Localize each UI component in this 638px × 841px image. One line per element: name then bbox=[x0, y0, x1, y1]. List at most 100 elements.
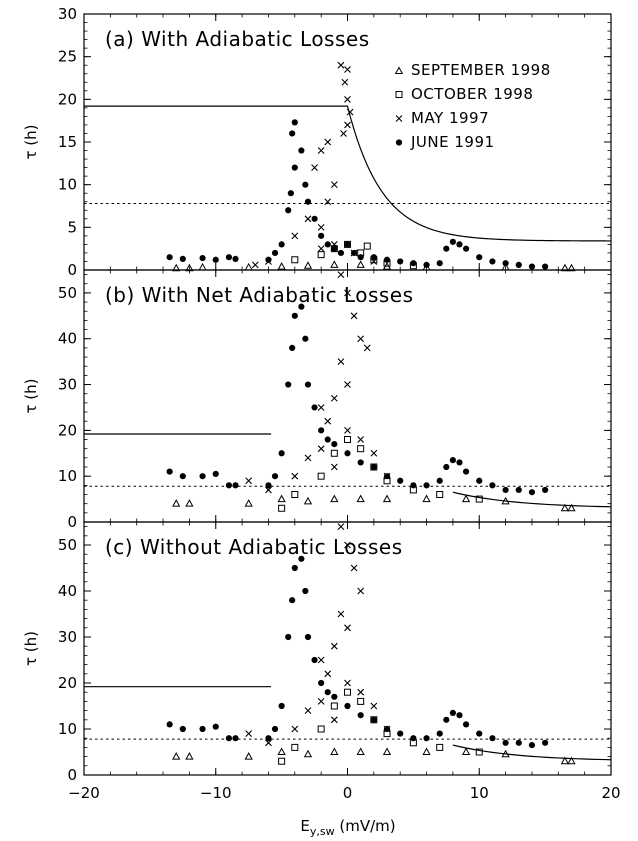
point-june-1991 bbox=[449, 457, 456, 464]
point-may-1997 bbox=[337, 610, 345, 618]
point-june-1991 bbox=[370, 716, 377, 723]
point-june-1991 bbox=[285, 633, 292, 641]
point-june-1991 bbox=[285, 381, 292, 388]
y-tick-label: 20 bbox=[58, 674, 77, 692]
point-september-1998 bbox=[382, 747, 392, 755]
point-may-1997 bbox=[304, 215, 312, 223]
legend-marker-dot bbox=[395, 139, 403, 146]
y-tick-label: 50 bbox=[58, 536, 77, 554]
point-may-1997 bbox=[317, 404, 325, 411]
y-tick-label: 30 bbox=[58, 376, 77, 394]
y-tick-label: 15 bbox=[58, 133, 77, 151]
point-june-1991 bbox=[318, 232, 325, 239]
point-june-1991 bbox=[397, 730, 404, 737]
point-october-1998 bbox=[363, 242, 371, 250]
point-june-1991 bbox=[318, 679, 325, 687]
point-may-1997 bbox=[344, 624, 351, 632]
point-june-1991 bbox=[304, 381, 312, 388]
point-june-1991 bbox=[370, 463, 377, 471]
point-may-1997 bbox=[337, 523, 345, 530]
y-tick-label: 30 bbox=[58, 628, 77, 646]
point-june-1991 bbox=[449, 238, 456, 245]
point-june-1991 bbox=[232, 255, 239, 263]
point-june-1991 bbox=[462, 245, 470, 252]
legend-marker-cross bbox=[395, 115, 403, 122]
point-june-1991 bbox=[462, 721, 470, 728]
point-september-1998 bbox=[461, 494, 471, 503]
point-may-1997 bbox=[330, 181, 338, 189]
point-june-1991 bbox=[179, 725, 186, 733]
point-june-1991 bbox=[344, 450, 351, 457]
point-june-1991 bbox=[423, 482, 430, 489]
point-may-1997 bbox=[265, 486, 272, 494]
panel-frame bbox=[83, 13, 612, 271]
point-october-1998 bbox=[330, 449, 338, 457]
point-june-1991 bbox=[298, 555, 305, 562]
point-may-1997 bbox=[370, 702, 378, 710]
point-may-1997 bbox=[330, 463, 338, 471]
x-axis-title-unit: (mV/m) bbox=[335, 817, 396, 835]
point-october-1998 bbox=[278, 504, 286, 512]
point-may-1997 bbox=[317, 245, 325, 253]
y-tick-label: 5 bbox=[67, 218, 77, 236]
point-june-1991 bbox=[278, 241, 285, 248]
point-june-1991 bbox=[199, 725, 206, 733]
point-june-1991 bbox=[456, 459, 463, 466]
y-tick-label: 40 bbox=[58, 330, 77, 348]
panel-frame bbox=[83, 521, 612, 776]
point-september-1998 bbox=[303, 496, 313, 505]
point-may-1997 bbox=[304, 707, 312, 714]
point-may-1997 bbox=[357, 688, 365, 696]
point-may-1997 bbox=[291, 472, 299, 480]
point-september-1998 bbox=[330, 260, 339, 268]
point-may-1997 bbox=[344, 679, 351, 687]
x-axis-title: Ey,sw (mV/m) bbox=[300, 817, 395, 838]
point-may-1997 bbox=[337, 358, 345, 366]
point-may-1997 bbox=[344, 121, 351, 129]
point-june-1991 bbox=[318, 427, 325, 434]
point-may-1997 bbox=[344, 426, 351, 434]
y-tick-label: 0 bbox=[67, 766, 77, 784]
point-june-1991 bbox=[291, 164, 298, 171]
point-may-1997 bbox=[344, 66, 351, 73]
point-september-1998 bbox=[277, 262, 286, 270]
point-september-1998 bbox=[277, 494, 286, 503]
point-october-1998 bbox=[278, 757, 286, 765]
point-september-1998 bbox=[356, 494, 365, 503]
point-june-1991 bbox=[350, 249, 358, 257]
point-june-1991 bbox=[302, 335, 309, 342]
y-tick-label: 20 bbox=[58, 421, 77, 439]
x-tick-label: −20 bbox=[68, 784, 100, 802]
point-june-1991 bbox=[302, 587, 309, 595]
point-june-1991 bbox=[271, 249, 279, 257]
point-may-1997 bbox=[337, 271, 345, 278]
point-june-1991 bbox=[370, 254, 377, 261]
point-june-1991 bbox=[179, 473, 186, 480]
point-may-1997 bbox=[317, 698, 325, 705]
y-tick-label: 0 bbox=[67, 261, 77, 279]
point-june-1991 bbox=[515, 261, 522, 268]
point-june-1991 bbox=[289, 597, 296, 604]
point-october-1998 bbox=[317, 251, 325, 259]
point-september-1998 bbox=[330, 494, 339, 503]
point-may-1997 bbox=[357, 436, 365, 443]
panel-0: 0 5 10 15 20 25 30 τ (h) (a) With Adiabatic Loss… bbox=[22, 5, 612, 279]
point-may-1997 bbox=[317, 147, 325, 154]
point-october-1998 bbox=[317, 472, 325, 480]
point-june-1991 bbox=[528, 489, 536, 496]
point-june-1991 bbox=[502, 739, 509, 746]
point-june-1991 bbox=[289, 130, 296, 137]
point-september-1998 bbox=[244, 752, 253, 760]
point-october-1998 bbox=[330, 702, 338, 710]
point-september-1998 bbox=[422, 747, 431, 755]
point-june-1991 bbox=[462, 468, 470, 475]
point-october-1998 bbox=[475, 748, 483, 756]
point-may-1997 bbox=[291, 725, 299, 733]
point-june-1991 bbox=[436, 260, 443, 267]
legend-label: SEPTEMBER 1998 bbox=[411, 61, 551, 79]
point-june-1991 bbox=[271, 473, 279, 480]
panel-frame bbox=[83, 269, 612, 523]
point-june-1991 bbox=[324, 689, 331, 696]
point-may-1997 bbox=[337, 61, 345, 69]
point-june-1991 bbox=[199, 473, 206, 480]
